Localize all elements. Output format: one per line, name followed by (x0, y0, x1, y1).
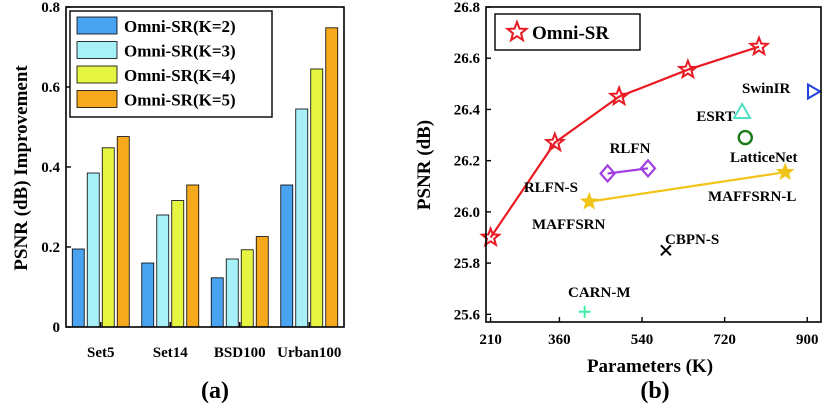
annotation-rlfn-s: RLFN-S (524, 180, 578, 196)
bar-bsd100-k2 (210, 277, 224, 328)
bar-chart-y-label: PSNR (dB) Improvement (11, 65, 32, 271)
x-tick-label: 720 (713, 332, 736, 348)
annotation-maffsrn: MAFFSRN (532, 217, 605, 233)
y-tick-label: 26.6 (454, 51, 481, 67)
bar-urban100-k3 (295, 108, 309, 328)
annotation-cbpn-s: CBPN-S (665, 232, 719, 248)
legend-swatch (76, 65, 118, 84)
point-latticenet (737, 129, 753, 146)
point-maffsrn (579, 191, 599, 210)
bar-bsd100-k4 (240, 249, 254, 328)
x-tick-label: BSD100 (214, 345, 266, 361)
y-tick-label: 0.4 (41, 160, 60, 176)
legend-label: Omni-SR(K=5) (124, 91, 236, 110)
bar-set14-k2 (141, 262, 155, 328)
bar-set14-k4 (171, 200, 185, 328)
series-line-maffsrn (589, 171, 786, 203)
legend-swatch (76, 90, 118, 108)
x-tick-label: 900 (796, 332, 819, 348)
y-tick-label: 0 (53, 320, 61, 336)
panel-label-a: (a) (201, 378, 229, 404)
bar-set14-k3 (156, 214, 170, 328)
x-tick-label: Set14 (153, 345, 188, 361)
x-tick-label: 540 (631, 332, 654, 348)
scatter-chart-legend: Omni-SR (494, 13, 641, 51)
point-omni-sr (543, 130, 567, 153)
point-rlfn (639, 158, 657, 179)
x-tick-label: Set5 (87, 345, 115, 361)
x-tick-label: 210 (479, 332, 502, 348)
annotation-esrt: ESRT (696, 109, 735, 125)
y-tick-label: 26.4 (454, 102, 481, 118)
point-omni-sr (676, 57, 700, 80)
series-line-omni-sr (489, 45, 760, 239)
bar-set5-k4 (101, 147, 115, 328)
y-tick-label: 26.8 (454, 0, 480, 16)
point-carn-m (578, 305, 591, 318)
annotation-maffsrn-l: MAFFSRN-L (708, 189, 796, 205)
bar-chart-legend: Omni-SR(K=2) Omni-SR(K=3) Omni-SR(K=4) Omni… (69, 10, 273, 118)
bar-urban100-k4 (310, 68, 324, 328)
point-maffsrn (775, 162, 795, 181)
legend-label: Omni-SR(K=4) (124, 66, 236, 85)
y-tick-label: 0.8 (41, 0, 60, 16)
x-tick-label: 360 (548, 332, 571, 348)
point-rlfn (599, 163, 617, 184)
x-tick-label: Urban100 (277, 345, 341, 361)
legend-star-icon (504, 19, 530, 43)
point-esrt (732, 101, 752, 119)
y-tick-label: 0.2 (41, 240, 60, 256)
y-tick-label: 26.2 (454, 154, 480, 170)
annotation-carn-m: CARN-M (568, 285, 630, 301)
bar-chart-axes-frame (65, 6, 345, 328)
bar-urban100-k2 (280, 184, 294, 328)
annotation-rlfn: RLFN (610, 141, 651, 157)
bar-set5-k3 (86, 172, 100, 328)
point-omni-sr (479, 225, 502, 248)
annotation-swinir: SwinIR (742, 81, 791, 97)
bar-set14-k5 (186, 184, 200, 328)
legend-label: Omni-SR(K=3) (124, 42, 236, 61)
bar-urban100-k5 (325, 27, 339, 328)
y-tick-label: 25.8 (454, 256, 480, 272)
scatter-chart-x-label: Parameters (K) (587, 356, 713, 377)
bar-set5-k5 (116, 136, 130, 328)
legend-swatch (76, 41, 118, 59)
point-omni-sr (747, 34, 771, 57)
bar-bsd100-k3 (225, 258, 239, 328)
panel-label-b: (b) (640, 378, 669, 404)
point-swinir (807, 82, 822, 101)
legend-box (494, 13, 641, 51)
y-tick-label: 25.6 (454, 307, 481, 323)
scatter-chart-y-label: PSNR (dB) (414, 120, 435, 210)
bar-chart-panel: PSNR (dB) Improvement 0 0.2 0.4 0.6 0.8 Set5 S… (11, 0, 345, 404)
legend-label-omni-sr: Omni-SR (532, 23, 609, 44)
bar-bsd100-k5 (255, 236, 269, 328)
y-tick-label: 26.0 (454, 205, 480, 221)
y-tick-label: 0.6 (41, 80, 60, 96)
point-omni-sr (607, 84, 631, 107)
annotation-latticenet: LatticeNet (730, 150, 797, 166)
bar-set5-k2 (71, 248, 85, 328)
legend-swatch (76, 16, 118, 35)
point-cbpn-s (660, 244, 672, 257)
scatter-chart-panel: PSNR (dB) Parameters (K) 25.6 25.8 26.0 26.… (414, 0, 822, 404)
legend-label: Omni-SR(K=2) (124, 17, 236, 36)
scatter-chart-axes-frame (485, 6, 822, 323)
